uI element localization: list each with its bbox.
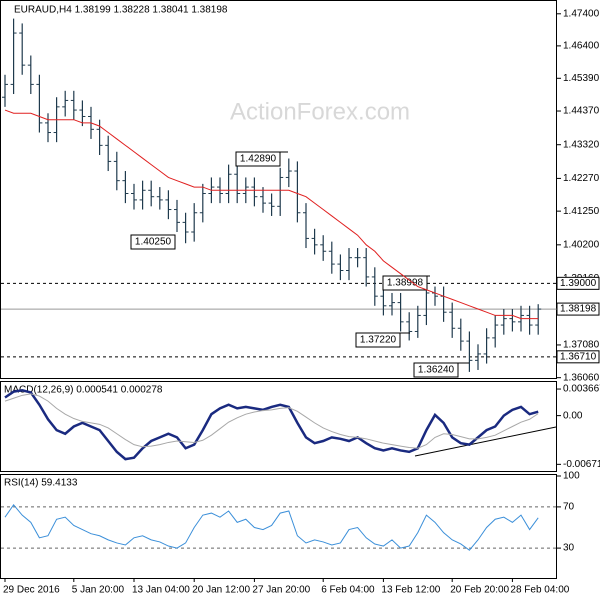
annotation-label: 1.36240	[418, 365, 455, 376]
annotation-label: 1.42890	[240, 154, 277, 165]
x-tick-label: 20 Feb 20:00	[450, 585, 509, 596]
annotation-label: 1.38998	[387, 278, 424, 289]
x-tick-label: 13 Jan 04:00	[132, 585, 190, 596]
price-panel	[0, 0, 557, 379]
annotation-box	[382, 275, 428, 291]
x-tick-label: 28 Feb 04:00	[510, 585, 569, 596]
level-label-box	[556, 302, 600, 316]
y-tick-label: 1.46400	[563, 41, 600, 52]
watermark: ActionForex.com	[230, 98, 410, 125]
macd-panel	[0, 381, 557, 472]
x-tick-label: 6 Feb 04:00	[321, 585, 375, 596]
rsi-title: RSI(14) 59.4133	[4, 478, 78, 489]
y-tick-label: 100	[563, 471, 580, 482]
y-tick-label: 1.37080	[563, 340, 600, 351]
y-tick-label: 0.003667	[563, 384, 600, 395]
x-tick-label: 13 Feb 12:00	[381, 585, 440, 596]
y-tick-label: 1.41250	[563, 206, 600, 217]
annotation-box	[413, 362, 459, 378]
y-tick-label: 70	[563, 502, 575, 513]
series-line	[4, 388, 539, 461]
chart-title: EURAUD,H4 1.38199 1.38228 1.38041 1.3819…	[14, 5, 228, 16]
annotation-box	[130, 234, 176, 250]
level-label-box	[556, 350, 600, 364]
level-label: 1.36710	[560, 351, 597, 362]
level-label-box	[556, 276, 600, 290]
x-tick-label: 5 Jan 20:00	[72, 585, 125, 596]
series-line	[4, 393, 539, 449]
annotation-box	[235, 151, 281, 167]
annotation-box	[355, 332, 401, 348]
trend-line	[414, 426, 557, 457]
level-label: 1.39000	[560, 278, 597, 289]
y-tick-label: 0.00	[563, 410, 583, 421]
y-tick-label: 1.44370	[563, 106, 600, 117]
y-tick-label: -0.006719	[563, 459, 600, 470]
y-tick-label: 1.45390	[563, 73, 600, 84]
y-tick-label: 30	[563, 543, 575, 554]
rsi-panel	[0, 474, 557, 579]
macd-title: MACD(12,26,9) 0.000541 0.000278	[4, 385, 163, 396]
x-tick-label: 29 Dec 2016	[3, 585, 60, 596]
y-tick-label: 1.42270	[563, 173, 600, 184]
series-line	[4, 504, 539, 551]
y-tick-label: 1.47400	[563, 8, 600, 19]
y-tick-label: 1.36060	[563, 372, 600, 383]
level-label: 1.38198	[560, 304, 597, 315]
y-tick-label: 1.40200	[563, 239, 600, 250]
annotation-label: 1.40250	[135, 237, 172, 248]
x-tick-label: 20 Jan 12:00	[192, 585, 250, 596]
annotation-label: 1.37220	[360, 335, 397, 346]
series-line	[4, 109, 539, 320]
x-tick-label: 27 Jan 20:00	[252, 585, 310, 596]
y-tick-label: 1.43320	[563, 139, 600, 150]
